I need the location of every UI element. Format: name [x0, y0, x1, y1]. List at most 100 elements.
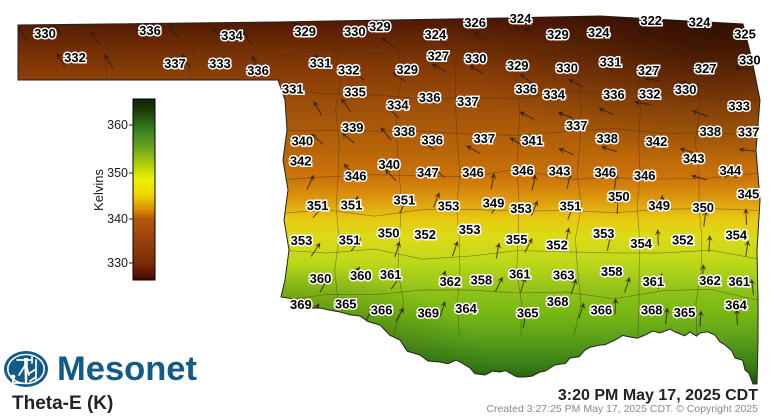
svg-text:335: 335 — [344, 84, 366, 99]
svg-text:337: 337 — [457, 94, 479, 109]
svg-text:331: 331 — [282, 82, 304, 97]
svg-text:331: 331 — [310, 55, 332, 70]
svg-text:358: 358 — [471, 272, 493, 287]
svg-text:336: 336 — [419, 90, 441, 105]
svg-text:353: 353 — [510, 201, 532, 216]
svg-text:337: 337 — [566, 118, 588, 133]
svg-text:346: 346 — [462, 165, 484, 180]
svg-text:338: 338 — [699, 124, 721, 139]
svg-text:336: 336 — [247, 63, 269, 78]
svg-text:369: 369 — [417, 306, 439, 321]
svg-text:342: 342 — [646, 134, 668, 149]
svg-text:343: 343 — [683, 151, 705, 166]
svg-text:364: 364 — [725, 298, 747, 313]
svg-text:324: 324 — [425, 27, 447, 42]
svg-text:350: 350 — [378, 225, 400, 240]
svg-text:324: 324 — [588, 25, 610, 40]
svg-text:332: 332 — [338, 63, 360, 78]
svg-text:330: 330 — [739, 52, 761, 67]
svg-text:353: 353 — [438, 199, 460, 214]
svg-text:346: 346 — [634, 168, 656, 183]
svg-text:334: 334 — [387, 98, 409, 113]
svg-text:340: 340 — [378, 157, 400, 172]
svg-text:353: 353 — [459, 222, 481, 237]
svg-text:334: 334 — [543, 87, 565, 102]
svg-text:337: 337 — [738, 125, 760, 140]
svg-text:350: 350 — [692, 200, 714, 215]
svg-text:360: 360 — [107, 118, 128, 132]
svg-text:333: 333 — [209, 56, 231, 71]
svg-text:363: 363 — [553, 268, 575, 283]
svg-text:339: 339 — [342, 120, 364, 135]
svg-text:329: 329 — [294, 24, 316, 39]
svg-text:354: 354 — [630, 236, 652, 251]
svg-text:361: 361 — [380, 267, 402, 282]
svg-text:347: 347 — [417, 165, 439, 180]
svg-text:353: 353 — [593, 226, 615, 241]
svg-text:360: 360 — [350, 268, 372, 283]
svg-text:327: 327 — [695, 61, 717, 76]
svg-text:351: 351 — [339, 233, 361, 248]
svg-text:346: 346 — [594, 165, 616, 180]
svg-text:336: 336 — [139, 23, 161, 38]
svg-text:349: 349 — [648, 198, 670, 213]
svg-text:336: 336 — [515, 81, 537, 96]
svg-text:343: 343 — [549, 164, 571, 179]
svg-text:352: 352 — [546, 238, 568, 253]
svg-text:361: 361 — [728, 274, 750, 289]
svg-text:349: 349 — [483, 195, 505, 210]
svg-text:345: 345 — [738, 187, 760, 202]
svg-text:361: 361 — [642, 274, 664, 289]
svg-text:322: 322 — [640, 13, 662, 28]
svg-text:329: 329 — [396, 62, 418, 77]
svg-text:330: 330 — [107, 256, 128, 270]
svg-text:337: 337 — [473, 131, 495, 146]
svg-text:351: 351 — [560, 199, 582, 214]
svg-text:361: 361 — [509, 267, 531, 282]
svg-text:Kelvins: Kelvins — [91, 169, 106, 211]
svg-text:341: 341 — [521, 133, 543, 148]
svg-text:324: 324 — [689, 14, 711, 29]
svg-text:332: 332 — [639, 86, 661, 101]
svg-text:362: 362 — [439, 274, 461, 289]
svg-text:344: 344 — [720, 163, 742, 178]
svg-text:350: 350 — [608, 189, 630, 204]
svg-text:338: 338 — [596, 131, 618, 146]
svg-text:340: 340 — [291, 134, 313, 149]
svg-text:368: 368 — [547, 294, 569, 309]
svg-text:340: 340 — [107, 212, 128, 226]
svg-text:327: 327 — [427, 49, 449, 64]
svg-text:329: 329 — [507, 58, 529, 73]
svg-text:330: 330 — [34, 26, 56, 41]
svg-text:351: 351 — [307, 198, 329, 213]
svg-text:350: 350 — [107, 166, 128, 180]
svg-text:346: 346 — [512, 163, 534, 178]
svg-text:354: 354 — [725, 227, 747, 242]
svg-text:329: 329 — [369, 19, 391, 34]
svg-text:366: 366 — [371, 303, 393, 318]
svg-text:337: 337 — [164, 56, 186, 71]
svg-text:330: 330 — [344, 24, 366, 39]
svg-text:358: 358 — [601, 264, 623, 279]
svg-text:342: 342 — [290, 154, 312, 169]
svg-text:360: 360 — [310, 271, 332, 286]
svg-text:368: 368 — [641, 302, 663, 317]
svg-text:355: 355 — [506, 232, 528, 247]
svg-text:327: 327 — [638, 63, 660, 78]
svg-text:334: 334 — [221, 28, 243, 43]
svg-text:Theta-E (K): Theta-E (K) — [12, 393, 113, 414]
svg-text:324: 324 — [510, 11, 532, 26]
svg-text:351: 351 — [394, 192, 416, 207]
svg-text:336: 336 — [603, 87, 625, 102]
svg-text:351: 351 — [341, 198, 363, 213]
svg-text:3:20 PM May 17, 2025 CDT: 3:20 PM May 17, 2025 CDT — [558, 387, 758, 404]
svg-text:325: 325 — [734, 26, 756, 41]
svg-text:332: 332 — [64, 50, 86, 65]
svg-text:326: 326 — [464, 15, 486, 30]
svg-text:369: 369 — [290, 297, 312, 312]
svg-text:330: 330 — [675, 82, 697, 97]
svg-text:365: 365 — [335, 297, 357, 312]
svg-text:346: 346 — [345, 168, 367, 183]
svg-text:364: 364 — [455, 301, 477, 316]
svg-text:365: 365 — [674, 305, 696, 320]
